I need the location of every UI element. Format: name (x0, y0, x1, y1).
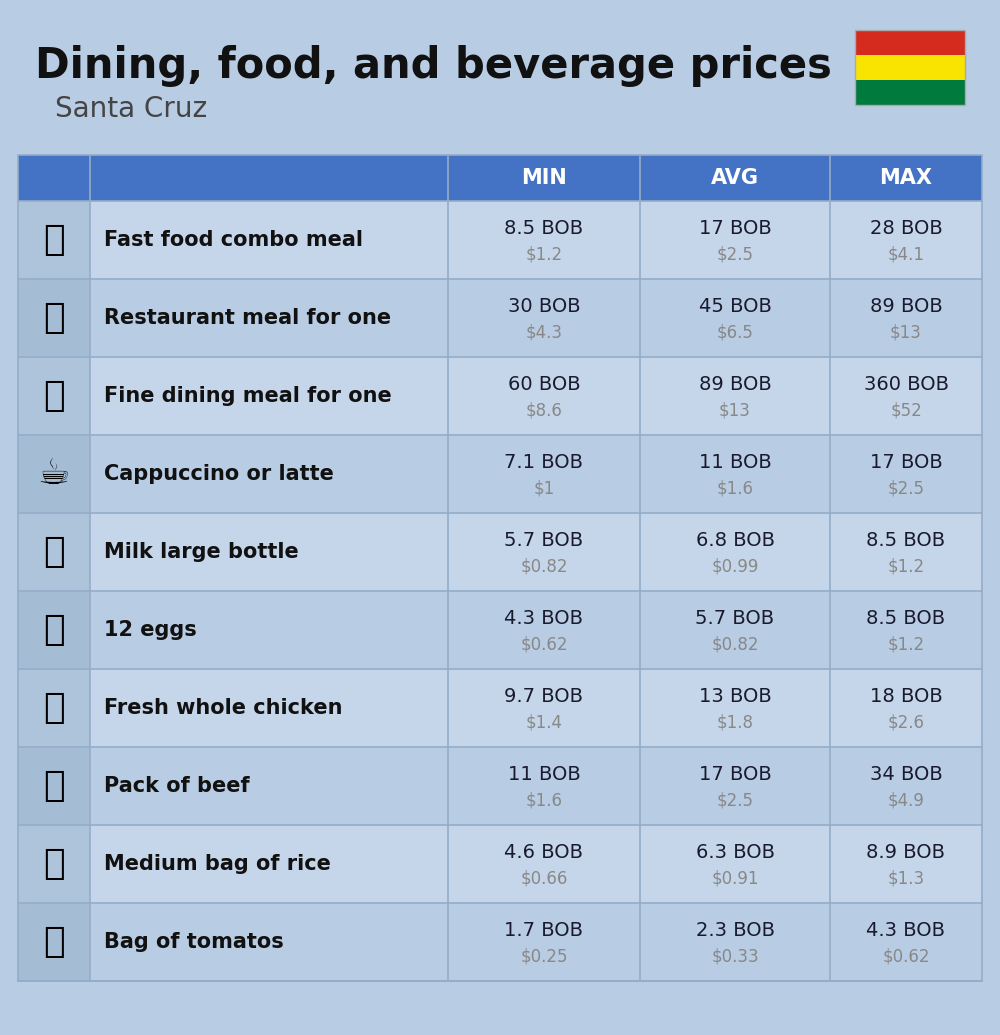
Text: $1: $1 (533, 479, 555, 497)
FancyBboxPatch shape (18, 279, 982, 357)
Text: 4.6 BOB: 4.6 BOB (505, 842, 584, 861)
Text: 18 BOB: 18 BOB (870, 686, 942, 706)
Text: $1.2: $1.2 (887, 635, 925, 653)
Text: $2.5: $2.5 (888, 479, 924, 497)
Text: $0.33: $0.33 (711, 947, 759, 965)
FancyBboxPatch shape (18, 903, 90, 981)
Text: $8.6: $8.6 (526, 401, 562, 419)
Text: Medium bag of rice: Medium bag of rice (104, 854, 331, 874)
Text: 4.3 BOB: 4.3 BOB (866, 920, 946, 940)
Text: Dining, food, and beverage prices: Dining, food, and beverage prices (35, 45, 832, 87)
Text: $0.25: $0.25 (520, 947, 568, 965)
Text: $4.9: $4.9 (888, 791, 924, 809)
Text: ☕: ☕ (38, 457, 70, 491)
FancyBboxPatch shape (18, 903, 982, 981)
Text: 🐔: 🐔 (43, 691, 65, 724)
Text: Fine dining meal for one: Fine dining meal for one (104, 386, 392, 406)
Text: 🍔: 🍔 (43, 223, 65, 257)
Text: $0.99: $0.99 (711, 557, 759, 575)
FancyBboxPatch shape (18, 435, 982, 513)
Text: 🥩: 🥩 (43, 769, 65, 803)
Text: MAX: MAX (880, 168, 932, 188)
Text: $1.2: $1.2 (887, 557, 925, 575)
Text: $4.3: $4.3 (526, 323, 562, 341)
Text: $0.62: $0.62 (882, 947, 930, 965)
Text: 360 BOB: 360 BOB (864, 375, 948, 393)
Text: $2.5: $2.5 (716, 791, 754, 809)
Text: $1.8: $1.8 (716, 713, 754, 731)
FancyBboxPatch shape (18, 201, 90, 279)
Text: 28 BOB: 28 BOB (870, 218, 942, 237)
Text: 4.3 BOB: 4.3 BOB (505, 609, 584, 627)
FancyBboxPatch shape (18, 747, 90, 825)
Text: $1.6: $1.6 (526, 791, 562, 809)
Text: 1.7 BOB: 1.7 BOB (505, 920, 584, 940)
Text: $13: $13 (719, 401, 751, 419)
Text: $13: $13 (890, 323, 922, 341)
Text: 🍚: 🍚 (43, 847, 65, 881)
Text: Fresh whole chicken: Fresh whole chicken (104, 698, 342, 718)
Text: $1.2: $1.2 (525, 245, 563, 263)
Text: 7.1 BOB: 7.1 BOB (505, 452, 584, 472)
Text: 45 BOB: 45 BOB (699, 296, 771, 316)
Text: 34 BOB: 34 BOB (870, 765, 942, 783)
Text: 17 BOB: 17 BOB (699, 218, 771, 237)
Text: 8.5 BOB: 8.5 BOB (504, 218, 584, 237)
FancyBboxPatch shape (18, 747, 982, 825)
Text: 6.8 BOB: 6.8 BOB (696, 531, 774, 550)
Text: 8.5 BOB: 8.5 BOB (866, 531, 946, 550)
Text: 6.3 BOB: 6.3 BOB (696, 842, 774, 861)
Text: $0.82: $0.82 (520, 557, 568, 575)
Text: Bag of tomatos: Bag of tomatos (104, 932, 284, 952)
FancyBboxPatch shape (18, 279, 90, 357)
FancyBboxPatch shape (18, 591, 982, 669)
Text: 17 BOB: 17 BOB (699, 765, 771, 783)
Text: Pack of beef: Pack of beef (104, 776, 250, 796)
Text: $0.91: $0.91 (711, 869, 759, 887)
Text: 8.9 BOB: 8.9 BOB (866, 842, 946, 861)
Text: 2.3 BOB: 2.3 BOB (696, 920, 774, 940)
Text: $0.82: $0.82 (711, 635, 759, 653)
Text: 11 BOB: 11 BOB (508, 765, 580, 783)
FancyBboxPatch shape (18, 825, 982, 903)
FancyBboxPatch shape (18, 357, 90, 435)
Text: AVG: AVG (711, 168, 759, 188)
FancyBboxPatch shape (18, 669, 90, 747)
Text: 17 BOB: 17 BOB (870, 452, 942, 472)
FancyBboxPatch shape (18, 155, 982, 201)
FancyBboxPatch shape (18, 591, 90, 669)
Text: $1.4: $1.4 (526, 713, 562, 731)
Text: 9.7 BOB: 9.7 BOB (505, 686, 584, 706)
Text: 60 BOB: 60 BOB (508, 375, 580, 393)
Text: $2.5: $2.5 (716, 245, 754, 263)
Text: 30 BOB: 30 BOB (508, 296, 580, 316)
FancyBboxPatch shape (855, 80, 965, 105)
FancyBboxPatch shape (855, 30, 965, 55)
FancyBboxPatch shape (18, 513, 982, 591)
FancyBboxPatch shape (18, 513, 90, 591)
Text: 89 BOB: 89 BOB (699, 375, 771, 393)
Text: 5.7 BOB: 5.7 BOB (695, 609, 775, 627)
Text: 🍅: 🍅 (43, 925, 65, 959)
Text: 13 BOB: 13 BOB (699, 686, 771, 706)
Text: $4.1: $4.1 (888, 245, 924, 263)
FancyBboxPatch shape (855, 55, 965, 80)
Text: 12 eggs: 12 eggs (104, 620, 197, 640)
FancyBboxPatch shape (18, 435, 90, 513)
Text: 89 BOB: 89 BOB (870, 296, 942, 316)
Text: $1.6: $1.6 (716, 479, 754, 497)
Text: $1.3: $1.3 (887, 869, 925, 887)
Text: 5.7 BOB: 5.7 BOB (504, 531, 584, 550)
Text: Milk large bottle: Milk large bottle (104, 542, 299, 562)
Text: $52: $52 (890, 401, 922, 419)
FancyBboxPatch shape (18, 825, 90, 903)
Text: 🥛: 🥛 (43, 535, 65, 569)
Text: 🥘: 🥘 (43, 379, 65, 413)
Text: MIN: MIN (521, 168, 567, 188)
FancyBboxPatch shape (18, 201, 982, 279)
Text: 8.5 BOB: 8.5 BOB (866, 609, 946, 627)
FancyBboxPatch shape (18, 669, 982, 747)
Text: Santa Cruz: Santa Cruz (55, 95, 207, 123)
FancyBboxPatch shape (18, 357, 982, 435)
